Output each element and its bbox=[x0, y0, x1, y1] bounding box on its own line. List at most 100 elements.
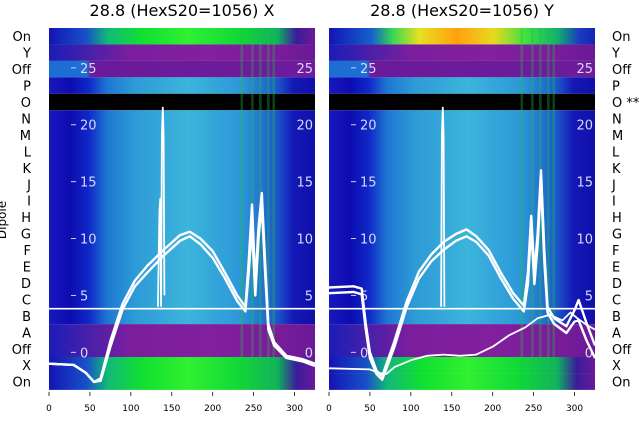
right-row-label-8: K bbox=[612, 162, 621, 177]
left-row-label-5: N bbox=[21, 112, 31, 127]
right-x-tick-labels: 0 50 100 150 200 250 300 bbox=[326, 391, 583, 414]
right-row-label-3: P bbox=[612, 80, 620, 95]
right-heat-band-7 bbox=[329, 357, 595, 374]
left-heat-band-5 bbox=[49, 110, 315, 325]
left-row-label-17: B bbox=[22, 310, 31, 325]
right-overlay-tick-label-r-0: 0 bbox=[585, 346, 593, 361]
left-row-label-4: O bbox=[21, 96, 31, 111]
left-heat-band-6 bbox=[49, 324, 315, 357]
right-x-tick-label-200: 200 bbox=[484, 404, 501, 414]
left-heatmap bbox=[49, 28, 315, 390]
right-overlay-tick-label-25: 25 bbox=[360, 62, 377, 77]
left-overlay-tick-label-5: 5 bbox=[80, 289, 88, 304]
left-overlay-tick-label-25: 25 bbox=[80, 62, 97, 77]
right-heatmap-panel: 28.8 (HexS20=1056) Y 0 0 5 5 10 10 15 15 20 20 25 2… bbox=[326, 1, 640, 414]
right-row-label-1: Y bbox=[611, 47, 620, 62]
right-heat-band-1 bbox=[329, 44, 595, 61]
left-row-label-18: A bbox=[22, 326, 31, 341]
right-x-tick-label-100: 100 bbox=[402, 404, 419, 414]
left-row-label-16: C bbox=[22, 293, 31, 308]
left-x-tick-label-300: 300 bbox=[286, 404, 303, 414]
right-heat-band-8 bbox=[329, 373, 595, 390]
left-overlay-tick-label-r-15: 15 bbox=[296, 176, 313, 191]
left-row-label-20: X bbox=[22, 359, 31, 374]
right-x-tick-label-300: 300 bbox=[566, 404, 583, 414]
right-heat-band-0 bbox=[329, 28, 595, 45]
left-x-tick-label-250: 250 bbox=[245, 404, 262, 414]
right-overlay-tick-label-20: 20 bbox=[360, 119, 377, 134]
left-overlay-tick-label-0: 0 bbox=[80, 346, 88, 361]
right-overlay-tick-label-r-15: 15 bbox=[576, 176, 593, 191]
right-heat-streak-4 bbox=[552, 28, 555, 390]
left-heat-band-1 bbox=[49, 44, 315, 61]
right-overlay-tick-label-10: 10 bbox=[360, 233, 377, 248]
right-heat-streak-0 bbox=[520, 28, 524, 390]
right-series-lines bbox=[329, 106, 595, 381]
right-overlay-tick-label-0: 0 bbox=[360, 346, 368, 361]
left-row-label-3: P bbox=[23, 80, 31, 95]
right-overlay-tick-label-15: 15 bbox=[360, 176, 377, 191]
left-row-label-14: E bbox=[23, 261, 31, 276]
left-row-label-10: I bbox=[27, 195, 31, 210]
left-x-tick-label-0: 0 bbox=[46, 404, 52, 414]
left-row-label-21: On bbox=[13, 376, 31, 391]
left-heat-streak-0 bbox=[240, 28, 244, 390]
right-overlay-tick-label-r-10: 10 bbox=[576, 233, 593, 248]
right-row-label-6: M bbox=[612, 129, 623, 144]
left-heat-streak-4 bbox=[272, 28, 275, 390]
right-row-label-14: E bbox=[612, 261, 620, 276]
right-x-tick-label-250: 250 bbox=[525, 404, 542, 414]
right-row-label-17: B bbox=[612, 310, 621, 325]
right-heat-band-4 bbox=[329, 93, 595, 111]
right-panel-title: 28.8 (HexS20=1056) Y bbox=[370, 1, 554, 20]
right-x-tick-label-150: 150 bbox=[443, 404, 460, 414]
left-overlay-tick-label-15: 15 bbox=[80, 176, 97, 191]
left-row-label-9: J bbox=[26, 178, 31, 193]
left-heat-band-2 bbox=[49, 60, 315, 78]
left-row-label-11: H bbox=[21, 211, 31, 226]
right-heat-band-3 bbox=[329, 77, 595, 94]
left-panel-title: 28.8 (HexS20=1056) X bbox=[90, 1, 275, 20]
left-heat-band-3 bbox=[49, 77, 315, 94]
right-row-label-16: C bbox=[612, 293, 621, 308]
left-overlay-tick-label-r-10: 10 bbox=[296, 233, 313, 248]
left-y-axis-label: Dipole bbox=[0, 201, 9, 239]
right-row-label-2: Off bbox=[612, 63, 632, 78]
left-x-tick-label-100: 100 bbox=[122, 404, 139, 414]
left-row-label-15: D bbox=[21, 277, 31, 292]
right-row-label-7: L bbox=[612, 145, 620, 160]
right-series-line-3 bbox=[440, 106, 446, 307]
right-heat-streak-3 bbox=[547, 28, 550, 390]
left-overlay-tick-label-r-25: 25 bbox=[296, 62, 313, 77]
left-overlay-tick-label-r-20: 20 bbox=[296, 119, 313, 134]
left-overlay-tick-label-r-5: 5 bbox=[305, 289, 313, 304]
left-row-label-13: F bbox=[24, 244, 31, 259]
left-x-tick-label-200: 200 bbox=[204, 404, 221, 414]
right-row-label-20: X bbox=[612, 359, 621, 374]
right-overlay-tick-label-r-5: 5 bbox=[585, 289, 593, 304]
left-heat-streak-3 bbox=[267, 28, 270, 390]
left-row-label-8: K bbox=[22, 162, 31, 177]
right-heat-band-2 bbox=[329, 60, 595, 78]
left-heat-band-4 bbox=[49, 93, 315, 111]
right-row-label-21: On bbox=[612, 376, 630, 391]
left-x-tick-label-150: 150 bbox=[163, 404, 180, 414]
left-x-tick-labels: 0 50 100 150 200 250 300 bbox=[46, 391, 303, 414]
left-row-label-7: L bbox=[24, 145, 32, 160]
right-heat-band-5 bbox=[329, 110, 595, 325]
right-row-label-5: N bbox=[612, 112, 622, 127]
right-row-label-0: On bbox=[612, 30, 630, 45]
left-overlay-tick-label-r-0: 0 bbox=[305, 346, 313, 361]
right-row-label-19: Off bbox=[612, 343, 632, 358]
right-overlay-tick-label-r-25: 25 bbox=[576, 62, 593, 77]
right-row-label-12: G bbox=[612, 228, 622, 243]
left-series-line-3 bbox=[160, 106, 166, 296]
left-row-label-19: Off bbox=[12, 343, 32, 358]
right-x-tick-label-0: 0 bbox=[326, 404, 332, 414]
left-overlay-tick-label-20: 20 bbox=[80, 119, 97, 134]
right-row-label-10: I bbox=[612, 195, 616, 210]
right-row-label-18: A bbox=[612, 326, 621, 341]
